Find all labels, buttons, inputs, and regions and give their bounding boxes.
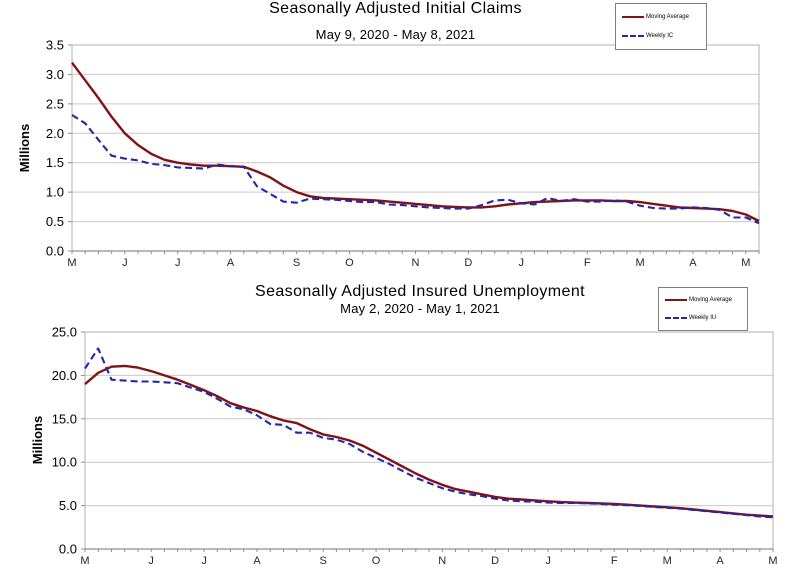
x-tick-label: M (768, 555, 777, 567)
chart2-subtitle: May 2, 2020 - May 1, 2021 (340, 301, 500, 316)
x-tick-label: M (67, 257, 76, 269)
x-tick-label: M (663, 555, 672, 567)
x-tick-label: A (227, 257, 235, 269)
chart2-y-axis-label: Millions (30, 415, 45, 465)
legend-label: Moving Average (689, 297, 732, 303)
x-tick-label: S (319, 555, 326, 567)
legend-label: Weekly IC (646, 33, 674, 40)
weekly-line (84, 347, 774, 519)
x-tick-label: N (412, 257, 420, 269)
x-tick-label: J (148, 555, 154, 567)
y-tick-label: 25.0 (52, 325, 77, 340)
chart2-legend: Moving Average Weekly IU (658, 287, 748, 331)
legend-item-moving-average: Moving Average (622, 14, 700, 20)
weekly-iu-line-swatch (665, 317, 687, 319)
plot-border (71, 44, 760, 252)
moving-average-line (84, 364, 774, 518)
legend-item-moving-average: Moving Average (665, 297, 741, 303)
y-tick-label: 10.0 (52, 455, 77, 470)
chart1-y-axis-label: Millions (17, 123, 32, 173)
y-tick-label: 3.5 (46, 38, 64, 53)
x-tick-label: M (741, 257, 750, 269)
legend-item-weekly-ic: Weekly IC (622, 33, 700, 39)
x-tick-label: J (175, 257, 181, 269)
x-tick-label: J (122, 257, 128, 269)
x-tick-label: S (293, 257, 300, 269)
x-tick-label: F (584, 257, 591, 269)
x-tick-label: J (518, 257, 524, 269)
x-tick-label: J (201, 555, 207, 567)
x-tick-label: M (80, 555, 89, 567)
plot-border (84, 331, 774, 550)
y-tick-label: 20.0 (52, 368, 77, 383)
moving-average-line (71, 61, 760, 223)
chart1-subtitle: May 9, 2020 - May 8, 2021 (315, 27, 476, 42)
x-tick-label: F (611, 555, 618, 567)
x-tick-label: M (636, 257, 645, 269)
legend-label: Weekly IU (689, 315, 717, 321)
x-tick-label: A (716, 555, 724, 567)
weekly-line (71, 114, 760, 225)
y-tick-label: 0.5 (46, 214, 64, 229)
y-tick-label: 2.5 (46, 96, 64, 111)
y-tick-label: 3.0 (46, 67, 64, 82)
chart1-title: Seasonally Adjusted Initial Claims (269, 0, 522, 17)
moving-average-line-swatch (665, 299, 687, 301)
y-tick-label: 0.0 (46, 244, 64, 259)
y-tick-label: 2.0 (46, 126, 64, 141)
x-tick-label: A (689, 257, 697, 269)
x-tick-label: J (545, 555, 551, 567)
x-tick-label: D (491, 555, 499, 567)
y-tick-label: 15.0 (52, 411, 77, 426)
x-tick-label: N (438, 555, 446, 567)
x-tick-label: O (372, 555, 381, 567)
x-tick-label: A (253, 555, 261, 567)
y-tick-label: 5.0 (59, 498, 77, 513)
x-tick-label: D (464, 257, 472, 269)
legend-label: Moving Average (646, 13, 689, 20)
y-tick-label: 0.0 (59, 542, 77, 557)
x-tick-label: O (345, 257, 354, 269)
legend-item-weekly-iu: Weekly IU (665, 315, 741, 321)
weekly-ic-line-swatch (622, 35, 644, 38)
chart1-legend: Moving Average Weekly IC (615, 3, 707, 50)
chart2-title: Seasonally Adjusted Insured Unemployment (255, 283, 585, 300)
y-tick-label: 1.5 (46, 155, 64, 170)
moving-average-line-swatch (622, 15, 644, 18)
y-tick-label: 1.0 (46, 185, 64, 200)
